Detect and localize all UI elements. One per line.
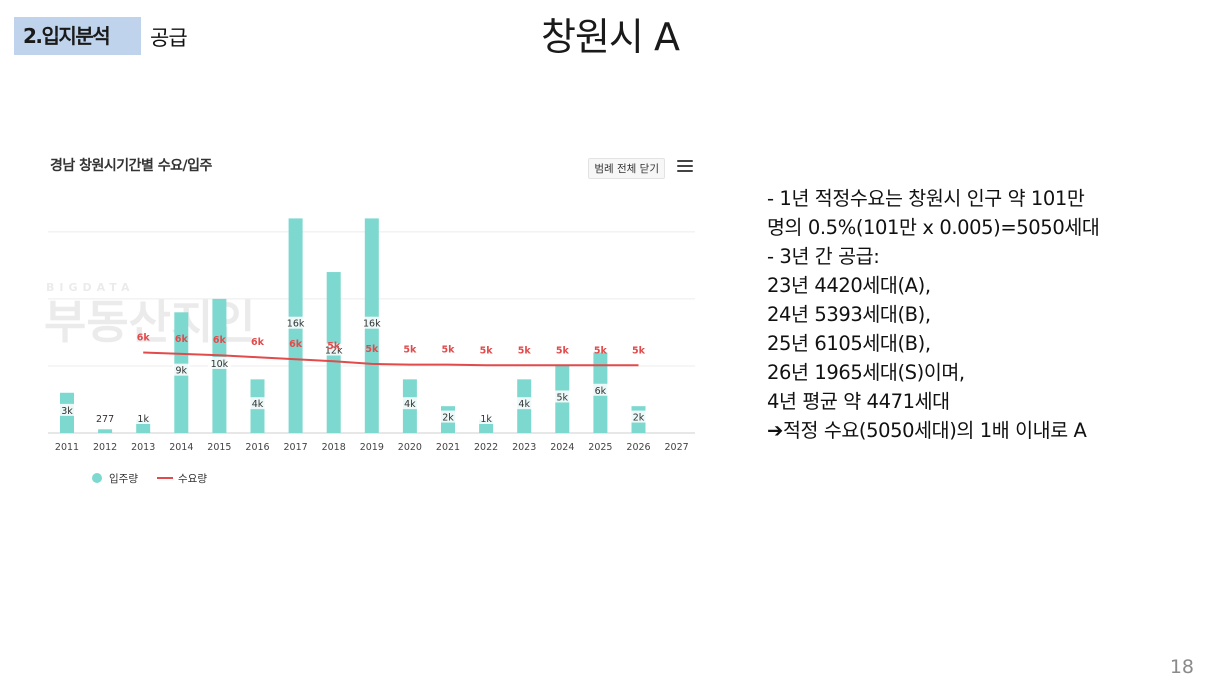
x-tick-label: 2014 <box>169 442 193 453</box>
description-conclusion: ➔적정 수요(5050세대)의 1배 이내로 A <box>767 416 1187 445</box>
x-tick-label: 2024 <box>550 442 574 453</box>
legend-toggle-button[interactable]: 범례 전체 닫기 <box>588 158 665 179</box>
section-subtitle: 공급 <box>150 26 188 50</box>
chart-title: 경남 창원시기간별 수요/입주 <box>50 158 212 174</box>
conclusion-text: 적정 수요(5050세대)의 1배 이내로 A <box>782 419 1087 442</box>
hamburger-menu-icon[interactable] <box>677 160 693 173</box>
line-data-label: 5k <box>442 345 456 356</box>
x-tick-label: 2021 <box>436 442 460 453</box>
bar-data-label: 3k <box>61 406 73 417</box>
bar-label-bg <box>592 383 609 396</box>
chart-legend: 입주량 수요량 <box>92 472 207 485</box>
description-line: - 3년 간 공급: <box>767 245 880 268</box>
bar-label-bg <box>58 403 76 416</box>
description-line: 23년 4420세대(A), <box>767 274 931 297</box>
bar-data-labels: 3k 277 1k 9k 10k 4k 16k 12k 16k 4k 2k 1k 4k 5k 6k 2k <box>58 316 647 425</box>
x-tick-label: 2027 <box>665 442 689 453</box>
x-tick-label: 2019 <box>360 442 384 453</box>
bar-label-bg <box>173 363 190 376</box>
bar-data-label: 1k <box>480 414 492 425</box>
bar-label-bg <box>477 412 495 424</box>
legend-item-supply[interactable]: 입주량 <box>92 472 138 485</box>
legend-item-demand[interactable]: 수요량 <box>157 473 207 485</box>
x-tick-label: 2013 <box>131 442 155 453</box>
bar-data-label: 5k <box>557 392 569 403</box>
section-tag: 2.입지분석 <box>14 17 141 55</box>
watermark-small-text: BIGDATA <box>46 281 134 294</box>
bar-label-bg <box>93 412 117 424</box>
bar-data-label: 16k <box>287 319 305 330</box>
x-tick-label: 2012 <box>93 442 117 453</box>
bar-label-bg <box>360 316 384 329</box>
line-data-label: 5k <box>518 345 532 356</box>
bar-label-bg <box>284 316 308 329</box>
arrow-icon: ➔ <box>767 419 783 442</box>
bar-label-bg <box>515 397 533 410</box>
legend-swatch-supply <box>92 473 102 483</box>
line-data-label: 6k <box>175 334 189 345</box>
x-tick-label: 2026 <box>626 442 650 453</box>
description-line: 26년 1965세대(S)이며, <box>767 361 965 384</box>
bar-label-bg <box>401 397 419 410</box>
line-data-label: 5k <box>556 345 570 356</box>
x-tick-label: 2022 <box>474 442 498 453</box>
bar-data-label: 2k <box>633 413 645 424</box>
page-number: 18 <box>1169 656 1194 678</box>
bar-label-bg <box>249 397 266 410</box>
bar-data-label: 1k <box>137 414 149 425</box>
line-data-label: 6k <box>289 339 303 350</box>
line-data-label: 5k <box>632 345 646 356</box>
bar-label-bg <box>134 412 152 424</box>
bar-label-bg <box>630 410 647 423</box>
line-data-label: 5k <box>403 345 417 356</box>
x-tick-label: 2018 <box>322 442 346 453</box>
bar-data-label: 4k <box>518 399 530 410</box>
description-line: - 1년 적정수요는 창원시 인구 약 101만 <box>767 187 1085 210</box>
chart-panel: BIGDATA 부동산지인 3k 277 1k 9k 10k 4k 16k 12k 16k 4k 2… <box>40 145 705 490</box>
line-series <box>143 351 639 367</box>
legend-label-supply: 입주량 <box>109 472 138 485</box>
line-data-label: 6k <box>137 333 151 344</box>
bar-data-label: 9k <box>176 366 188 377</box>
bar-label-bg <box>207 356 231 369</box>
line-data-label: 5k <box>365 344 379 355</box>
bar-data-label: 12k <box>325 346 343 357</box>
description-line: 25년 6105세대(B), <box>767 332 931 355</box>
bar-data-label: 4k <box>252 399 264 410</box>
x-tick-label: 2017 <box>284 442 308 453</box>
demand-line <box>143 351 639 367</box>
bar-data-label: 4k <box>404 399 416 410</box>
description-line: 24년 5393세대(B), <box>767 303 931 326</box>
x-tick-label: 2016 <box>245 442 269 453</box>
x-tick-label: 2025 <box>588 442 612 453</box>
x-tick-label: 2011 <box>55 442 79 453</box>
bar-label-bg <box>439 410 457 423</box>
description-text: - 1년 적정수요는 창원시 인구 약 101만 명의 0.5%(101만 x … <box>767 184 1187 445</box>
line-data-label: 6k <box>251 337 265 348</box>
bar-data-label: 16k <box>363 319 381 330</box>
line-data-label: 5k <box>327 341 341 352</box>
line-data-label: 5k <box>480 345 494 356</box>
bar-label-bg <box>322 343 346 356</box>
description-line: 명의 0.5%(101만 x 0.005)=5050세대 <box>767 216 1100 239</box>
bar-data-label: 6k <box>595 386 607 397</box>
line-data-labels: 6k 6k 6k 6k 6k 5k 5k 5k 5k 5k 5k 5k 5k 5k <box>137 333 646 357</box>
line-data-label: 6k <box>213 335 227 346</box>
x-tick-label: 2015 <box>207 442 231 453</box>
bar <box>98 429 113 433</box>
description-line: 4년 평균 약 4471세대 <box>767 390 950 413</box>
bar-data-label: 2k <box>442 413 454 424</box>
legend-label-demand: 수요량 <box>178 473 207 485</box>
x-tick-label: 2023 <box>512 442 536 453</box>
line-data-label: 5k <box>594 345 608 356</box>
bar-data-label: 277 <box>96 414 114 425</box>
x-axis-ticks: 2011 2012 2013 2014 2015 2016 2017 2018 2019 2020… <box>55 442 689 453</box>
bar-label-bg <box>554 390 571 403</box>
x-tick-label: 2020 <box>398 442 422 453</box>
slide-title: 창원시 A <box>541 15 680 59</box>
bar-data-label: 10k <box>211 359 229 370</box>
